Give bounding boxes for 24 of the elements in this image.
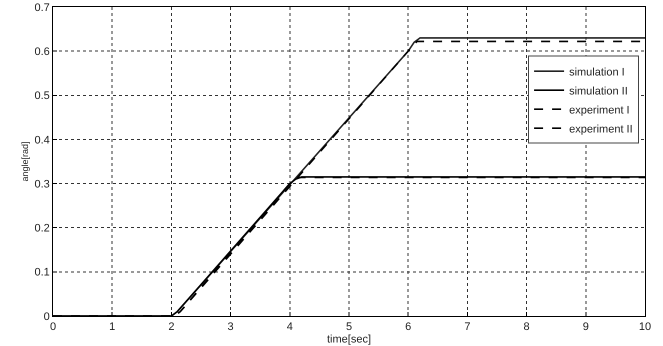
y-tick-label: 0.7 <box>34 2 50 14</box>
x-axis-title: time[sec] <box>326 333 372 346</box>
y-tick-label: 0.6 <box>34 46 50 58</box>
x-tick-label: 10 <box>638 321 652 334</box>
x-tick-label: 2 <box>168 321 174 334</box>
x-tick-label: 7 <box>464 321 470 334</box>
y-tick-label: 0 <box>44 310 50 323</box>
x-tick-label: 8 <box>524 321 530 334</box>
y-tick-label: 0.2 <box>34 222 50 235</box>
y-tick-label: 0.5 <box>34 90 50 102</box>
x-tick-label: 3 <box>228 321 234 334</box>
legend-label: experiment II <box>569 123 633 136</box>
legend-label: simulation I <box>569 66 625 78</box>
x-tick-label: 5 <box>346 321 352 334</box>
y-tick-label: 0.4 <box>34 134 50 146</box>
legend-label: simulation II <box>569 85 628 98</box>
y-tick-label: 0.3 <box>34 178 50 190</box>
y-axis-title: angle[rad] <box>20 141 30 182</box>
x-tick-label: 6 <box>405 321 412 334</box>
y-tick-label: 0.1 <box>34 266 50 279</box>
x-tick-label: 1 <box>109 321 116 334</box>
x-tick-label: 4 <box>286 321 293 334</box>
legend-label: experiment I <box>569 104 630 116</box>
x-tick-label: 9 <box>582 321 589 334</box>
